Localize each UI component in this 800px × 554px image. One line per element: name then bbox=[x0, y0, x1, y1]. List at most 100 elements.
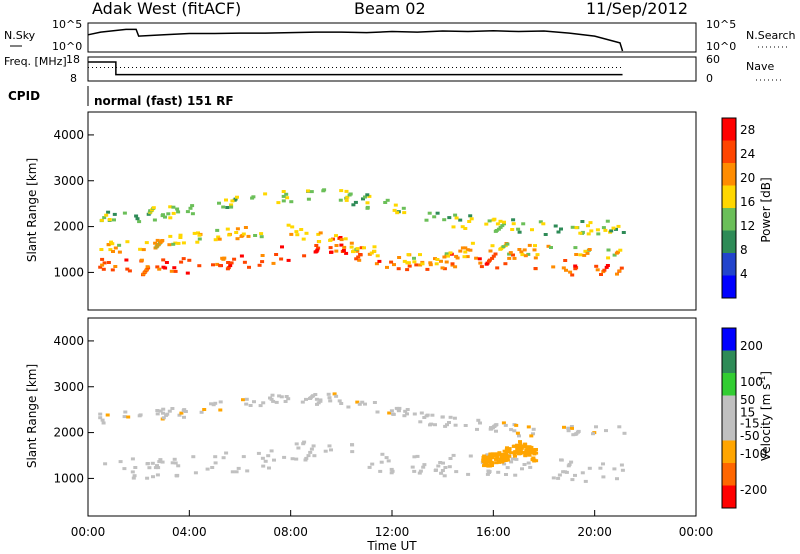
data-cell bbox=[285, 196, 290, 200]
data-cell bbox=[367, 194, 372, 198]
data-cell bbox=[179, 411, 184, 415]
data-cell bbox=[534, 459, 539, 463]
data-cell bbox=[167, 409, 172, 413]
data-cell bbox=[451, 453, 456, 457]
data-cell bbox=[606, 256, 611, 260]
data-cell bbox=[384, 456, 389, 460]
data-cell bbox=[226, 266, 231, 270]
data-cell bbox=[414, 263, 419, 267]
data-cell bbox=[424, 218, 429, 222]
data-cell bbox=[306, 197, 311, 201]
data-cell bbox=[420, 262, 425, 266]
data-cell bbox=[601, 475, 606, 479]
data-cell bbox=[317, 240, 322, 243]
data-cell bbox=[447, 465, 452, 469]
data-cell bbox=[494, 452, 499, 456]
data-cell bbox=[151, 206, 156, 210]
freq-right-tick-top: 60 bbox=[706, 53, 720, 66]
data-cell bbox=[315, 248, 320, 252]
data-cell bbox=[611, 226, 616, 230]
data-cell bbox=[580, 220, 585, 223]
data-cell bbox=[230, 199, 235, 203]
data-cell bbox=[397, 406, 402, 410]
data-cell bbox=[505, 446, 509, 450]
data-cell bbox=[218, 400, 223, 404]
data-cell bbox=[289, 200, 294, 204]
data-cell bbox=[211, 403, 216, 407]
data-cell bbox=[463, 246, 468, 250]
data-cell bbox=[372, 401, 377, 404]
freq-left-label: Freq. [MHz] bbox=[4, 55, 67, 68]
data-cell bbox=[526, 252, 531, 256]
data-cell bbox=[345, 195, 350, 199]
data-cell bbox=[425, 413, 430, 417]
data-cell bbox=[306, 454, 311, 458]
data-cell bbox=[447, 216, 452, 220]
data-cell bbox=[392, 208, 397, 212]
data-cell bbox=[225, 227, 230, 231]
data-cell bbox=[349, 245, 354, 249]
data-cell bbox=[515, 431, 520, 435]
data-cell bbox=[339, 238, 344, 242]
colorbar-tick-label: 24 bbox=[740, 147, 755, 161]
data-cell bbox=[230, 470, 235, 474]
data-cell bbox=[334, 244, 339, 247]
data-cell bbox=[130, 470, 135, 474]
data-cell bbox=[393, 203, 398, 207]
data-cell bbox=[215, 262, 220, 266]
data-cell bbox=[235, 237, 240, 241]
data-cell bbox=[316, 232, 321, 236]
data-cell bbox=[156, 466, 161, 470]
data-cell bbox=[153, 241, 158, 245]
data-cell bbox=[276, 201, 281, 205]
data-cell bbox=[440, 266, 445, 270]
power-colorbar: 4 8 12 16 20 24 28 Power [dB] bbox=[721, 117, 773, 299]
data-cell bbox=[619, 463, 624, 467]
data-cell bbox=[405, 268, 410, 272]
data-cell bbox=[385, 265, 389, 269]
data-cell bbox=[158, 458, 163, 462]
data-cell bbox=[526, 461, 531, 465]
data-cell bbox=[359, 246, 364, 250]
data-cell bbox=[168, 205, 173, 209]
data-cell bbox=[580, 230, 585, 234]
data-cell bbox=[205, 467, 210, 471]
data-cell bbox=[531, 449, 536, 453]
colorbar-segment bbox=[722, 140, 736, 163]
data-cell bbox=[250, 196, 255, 200]
data-cell bbox=[534, 451, 539, 455]
data-cell bbox=[406, 253, 411, 257]
data-cell bbox=[391, 412, 395, 416]
data-cell bbox=[302, 440, 307, 444]
colorbar-segment bbox=[722, 208, 736, 231]
data-cell bbox=[617, 269, 622, 273]
data-cell bbox=[432, 215, 437, 219]
data-cell bbox=[614, 227, 618, 231]
data-cell bbox=[450, 262, 455, 266]
data-cell bbox=[106, 243, 111, 246]
data-cell bbox=[561, 470, 566, 474]
data-cell bbox=[202, 408, 207, 411]
data-cell bbox=[429, 422, 434, 426]
noise-left-tick-top: 10^5 bbox=[52, 18, 82, 31]
data-cell bbox=[181, 257, 186, 261]
data-cell bbox=[397, 256, 402, 259]
data-cell bbox=[134, 214, 139, 218]
data-cell bbox=[516, 444, 521, 448]
x-tick-label: 20:00 bbox=[577, 525, 612, 539]
data-cell bbox=[182, 408, 186, 412]
y-tick-label: 2000 bbox=[53, 220, 84, 234]
data-cell bbox=[460, 246, 465, 250]
data-cell bbox=[211, 263, 215, 267]
data-cell bbox=[304, 456, 309, 460]
data-cell bbox=[334, 249, 339, 253]
data-cell bbox=[417, 471, 422, 475]
data-cell bbox=[215, 228, 220, 232]
data-cell bbox=[453, 213, 458, 217]
data-cell bbox=[155, 238, 160, 242]
data-cell bbox=[213, 455, 218, 459]
data-cell bbox=[512, 444, 517, 448]
noise-sky-line bbox=[87, 28, 624, 52]
data-cell bbox=[241, 398, 245, 402]
data-cell bbox=[467, 220, 472, 223]
